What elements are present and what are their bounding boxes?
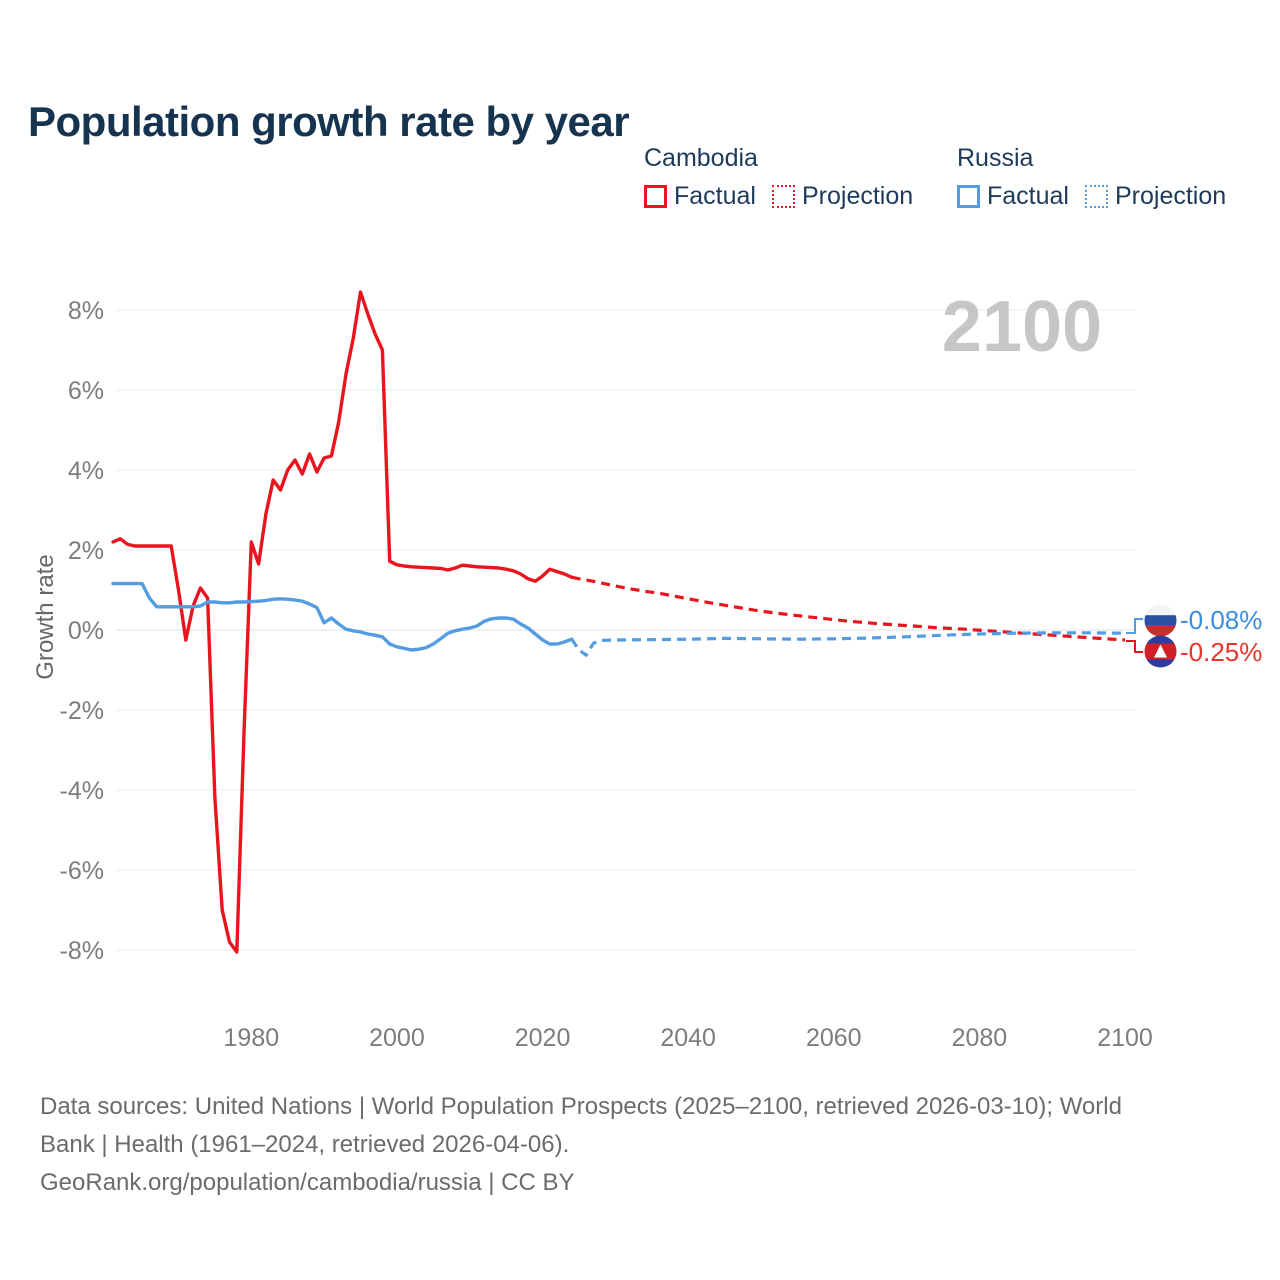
legend-group-cambodia: Cambodia Factual Projection <box>644 144 913 211</box>
russia-end-value: -0.08% <box>1180 605 1262 635</box>
russia-flag-icon <box>1144 604 1177 637</box>
legend-country-cambodia: Cambodia <box>644 144 758 172</box>
series-layer <box>111 290 1126 954</box>
x-tick-label: 2040 <box>660 1024 716 1052</box>
flag-stripe <box>1144 635 1177 644</box>
temple-glyph <box>1154 644 1167 658</box>
y-tick-label: -6% <box>60 857 104 885</box>
y-tick-label: -4% <box>60 777 104 805</box>
legend-item-label: Factual <box>987 182 1069 210</box>
grid-layer <box>116 309 1136 951</box>
dotted-swatch-icon <box>771 185 795 208</box>
series-russia-factual <box>111 581 574 652</box>
legend-row-russia: Factual Projection <box>957 182 1226 211</box>
cambodia-flag-icon <box>1144 635 1177 668</box>
y-tick-label: -2% <box>60 697 104 725</box>
x-tick-label: 2080 <box>952 1024 1008 1052</box>
series-cambodia-projection <box>571 575 1126 642</box>
y-tick-label: 2% <box>68 537 104 565</box>
watermark-year: 2100 <box>942 287 1102 367</box>
legend-item-cambodia-factual[interactable]: Factual <box>644 182 756 211</box>
legend-item-label: Factual <box>674 182 756 210</box>
legend-item-russia-factual[interactable]: Factual <box>957 182 1069 211</box>
legend-item-cambodia-projection[interactable]: Projection <box>771 182 914 211</box>
footer: Data sources: United Nations | World Pop… <box>40 1088 1122 1202</box>
legend-row-cambodia: Factual Projection <box>644 182 913 211</box>
y-tick-label: 6% <box>68 377 104 405</box>
flag-stripe <box>1144 604 1177 616</box>
solid-swatch-icon <box>644 185 667 208</box>
flag-stripe <box>1144 625 1177 637</box>
y-tick-label: 4% <box>68 457 104 485</box>
georank-attribution-link[interactable]: GeoRank.org/population/cambodia/russia |… <box>40 1169 575 1196</box>
russia-connector-line <box>1126 618 1143 634</box>
dotted-swatch-icon <box>1084 185 1108 208</box>
y-tick-label: 8% <box>68 297 104 325</box>
cambodia-connector-line <box>1126 640 1143 653</box>
end-annotations: -0.08% -0.25% <box>1126 604 1262 668</box>
x-tick-label: 1980 <box>224 1024 280 1052</box>
legend-item-label: Projection <box>1114 182 1227 210</box>
legend-item-label: Projection <box>801 182 914 210</box>
y-tick-label: 0% <box>68 617 104 645</box>
solid-swatch-icon <box>957 185 980 208</box>
cambodia-end-value: -0.25% <box>1180 637 1262 667</box>
legend-item-russia-projection[interactable]: Projection <box>1084 182 1227 211</box>
data-sources-line-1: Data sources: United Nations | World Pop… <box>40 1093 1122 1120</box>
y-tick-label: -8% <box>60 937 104 965</box>
legend-country-russia: Russia <box>957 144 1034 172</box>
legend-group-russia: Russia Factual Projection <box>957 144 1226 211</box>
data-sources-line-2: Bank | Health (1961–2024, retrieved 2026… <box>40 1131 570 1158</box>
page-title: Population growth rate by year <box>28 98 630 146</box>
axis-layer: 8% 6% 4% 2% 0% -2% -4% -6% -8% 1980 2000 2020 2040 20… <box>60 297 1153 1052</box>
x-tick-label: 2060 <box>806 1024 862 1052</box>
x-tick-label: 2000 <box>369 1024 425 1052</box>
x-tick-label: 2100 <box>1097 1024 1153 1052</box>
series-russia-projection <box>570 631 1126 657</box>
x-tick-label: 2020 <box>515 1024 571 1052</box>
flag-stripe <box>1144 659 1177 668</box>
flag-stripe <box>1144 615 1177 626</box>
series-cambodia-factual <box>111 290 574 954</box>
